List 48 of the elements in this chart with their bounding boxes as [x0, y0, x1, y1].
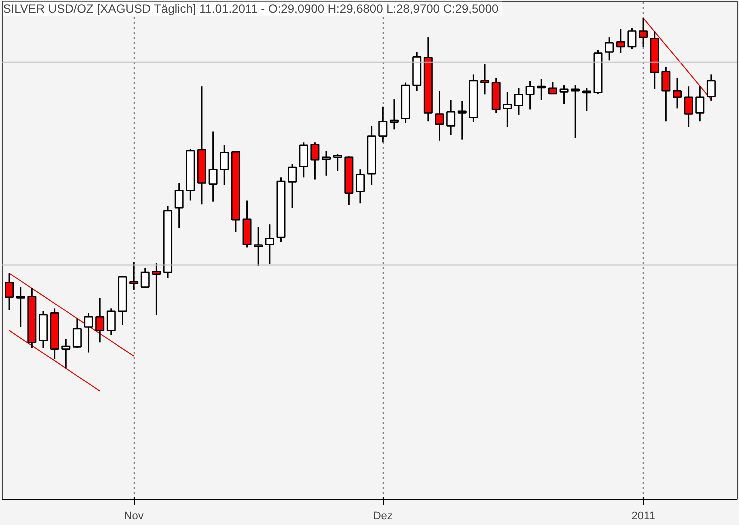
candlestick: [696, 86, 705, 122]
candlestick: [356, 168, 365, 204]
candlestick: [106, 308, 116, 336]
candlestick: [548, 81, 558, 95]
candlestick: [560, 84, 569, 105]
candlestick: [503, 91, 512, 128]
x-tick-label: Nov: [124, 510, 144, 522]
candlestick: [299, 142, 308, 178]
candlestick: [72, 318, 82, 349]
candlestick: [526, 80, 535, 110]
candlestick: [16, 286, 26, 328]
candlestick: [254, 226, 264, 268]
candlestick: [96, 298, 105, 344]
candlestick: [639, 18, 648, 48]
candlestick: [480, 64, 490, 96]
candlestick: [706, 74, 716, 102]
candlestick: [435, 90, 444, 142]
candlestick: [537, 78, 546, 101]
candlestick: [62, 338, 71, 370]
candlestick: [390, 98, 399, 130]
candlestick: [571, 84, 580, 139]
x-tick-label: Dez: [373, 510, 393, 522]
candlestick: [152, 262, 162, 316]
x-tick-label: 2011: [632, 510, 656, 522]
candlestick: [672, 77, 682, 110]
chart-title: SILVER USD/OZ [XAGUSD Täglich] 11.01.2011 - O:29,0900 H:29,6800 L:28,9700 C:29,5000: [3, 2, 500, 16]
candlestick: [662, 66, 671, 122]
candlestick: [616, 28, 626, 54]
candlestick: [333, 154, 342, 172]
candlestick: [130, 262, 139, 291]
candlestick: [174, 182, 184, 230]
candlestick: [322, 150, 332, 177]
candlestick: [310, 142, 320, 181]
candlestick: [684, 86, 694, 128]
candlestick: [582, 88, 592, 112]
candlestick: [458, 100, 467, 141]
candlestick: [84, 312, 94, 354]
candlestick: [288, 163, 298, 209]
candlestick: [208, 131, 218, 203]
candlestick: [5, 272, 14, 312]
candlestick: [446, 100, 456, 136]
candlestick: [605, 36, 614, 62]
candlestick: [220, 144, 230, 186]
candlestick: [514, 88, 524, 116]
candlestick: [628, 28, 637, 50]
candlestick: [378, 106, 388, 144]
candlestick: [140, 267, 150, 288]
candlestick: [265, 224, 274, 266]
